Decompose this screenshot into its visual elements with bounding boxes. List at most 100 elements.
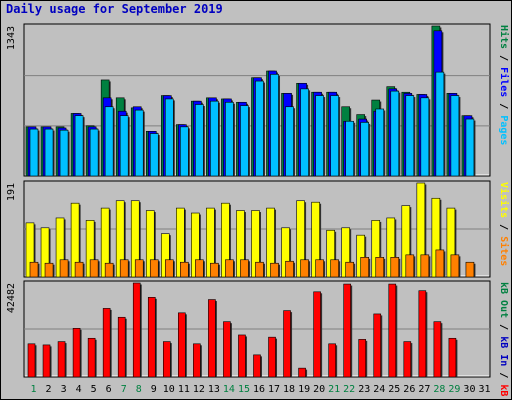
x-label-day-8: 8 [136,384,142,395]
sites-bar-day-15 [240,259,249,278]
pages-bar-day-6 [104,106,114,177]
sites-bar-day-17 [270,262,279,278]
pages-bar-day-25 [390,90,400,177]
kbytes-bar-day-23 [358,339,367,378]
x-label-day-23: 23 [358,384,370,395]
sites-bar-day-16 [255,261,264,278]
kbytes-bar-day-2 [42,344,51,378]
x-label-day-1: 1 [31,384,37,395]
pages-bar-day-9 [149,133,159,177]
panel-2-legend-part-2: kB In [498,336,509,366]
panel-2-legend-part-0: kB Out [498,282,509,318]
kbytes-bar-day-26 [403,341,412,378]
panel-1-legend-part-2: Sites [498,236,510,266]
panel-1-legend: Visits / Sites [498,182,510,266]
panel-0-legend-part-3: / [498,97,509,115]
kbytes-bar-day-17 [268,336,276,378]
kbytes-bar-day-3 [57,341,66,378]
x-label-day-18: 18 [283,384,295,395]
kbytes-bar-day-12 [193,343,201,378]
kbytes-bar-day-19 [298,367,306,378]
panel-2-legend-part-4: kB F [498,384,509,400]
x-label-day-16: 16 [253,384,265,395]
sites-bar-day-19 [300,259,309,278]
sites-bar-day-5 [89,259,99,278]
pages-bar-day-28 [435,71,445,177]
sites-bar-day-1 [29,261,39,278]
panel-1-ymax-label: 191 [6,183,17,201]
kbytes-bar-day-22 [343,283,351,378]
panel-0-legend-part-4: Pages [498,115,509,145]
kbytes-bar-day-25 [388,283,397,378]
kbytes-bar-day-9 [147,297,156,378]
x-label-day-28: 28 [433,384,445,395]
pages-bar-day-29 [450,95,460,177]
panel-1-legend-part-1: / [498,218,509,236]
x-label-day-11: 11 [178,384,190,395]
sites-bar-day-23 [360,257,370,278]
sites-bar-day-6 [104,262,114,278]
sites-bar-day-24 [375,257,385,278]
kbytes-bar-day-10 [162,341,171,378]
kbytes-bar-day-27 [418,290,427,378]
sites-bar-day-30 [465,261,475,278]
kbytes-bar-day-14 [223,321,231,378]
pages-bar-day-3 [59,129,69,177]
kbytes-bar-day-16 [253,354,261,378]
x-label-day-29: 29 [448,384,460,395]
sites-bar-day-11 [180,261,189,278]
x-label-day-21: 21 [328,384,340,395]
pages-bar-day-15 [240,105,249,177]
sites-bar-day-7 [119,259,129,278]
kbytes-bar-day-29 [448,337,457,378]
sites-bar-day-26 [405,254,415,278]
panel-0-legend-part-1: / [498,49,509,67]
sites-bar-day-20 [315,259,324,278]
kbytes-bar-day-24 [373,313,382,378]
kbytes-bar-day-5 [87,337,96,378]
pages-bar-day-16 [255,80,264,177]
sites-bar-day-22 [345,261,354,278]
x-label-day-25: 25 [388,384,400,395]
sites-bar-day-13 [210,262,219,278]
sites-bar-day-27 [420,254,430,278]
sites-bar-day-21 [330,259,339,278]
x-label-day-6: 6 [106,384,112,395]
x-label-day-26: 26 [403,384,415,395]
panel-0-ymax-label: 1343 [6,26,17,50]
pages-bar-day-14 [225,101,234,177]
x-label-day-5: 5 [91,384,97,395]
kbytes-bar-day-28 [433,321,442,378]
x-label-day-24: 24 [373,384,385,395]
kbytes-bar-day-11 [178,312,186,378]
sites-bar-day-29 [450,254,460,278]
pages-bar-day-17 [270,74,279,177]
pages-bar-day-13 [210,100,219,177]
pages-bar-day-22 [345,120,354,177]
kbytes-bar-day-7 [117,316,126,378]
sites-bar-day-18 [285,260,294,278]
pages-bar-day-5 [89,128,99,177]
pages-bar-day-23 [360,122,370,177]
x-label-day-27: 27 [418,384,430,395]
panel-0-legend-part-2: Files [498,67,510,97]
kbytes-bar-day-21 [328,343,336,378]
sites-bar-day-3 [59,259,69,278]
x-label-day-30: 30 [463,384,475,395]
x-label-day-31: 31 [478,384,490,395]
x-label-day-22: 22 [343,384,355,395]
kbytes-bar-day-6 [102,308,111,378]
pages-bar-day-4 [74,115,84,177]
x-label-day-4: 4 [76,384,82,395]
pages-bar-day-1 [29,128,39,177]
pages-bar-day-12 [195,104,204,177]
sites-bar-day-4 [74,261,84,278]
kbytes-bar-day-1 [27,343,36,378]
sites-bar-day-14 [225,259,234,278]
x-label-day-7: 7 [121,384,127,395]
x-label-day-20: 20 [313,384,325,395]
pages-bar-day-7 [119,115,129,177]
x-label-day-19: 19 [298,384,310,395]
sites-bar-day-10 [164,259,174,278]
